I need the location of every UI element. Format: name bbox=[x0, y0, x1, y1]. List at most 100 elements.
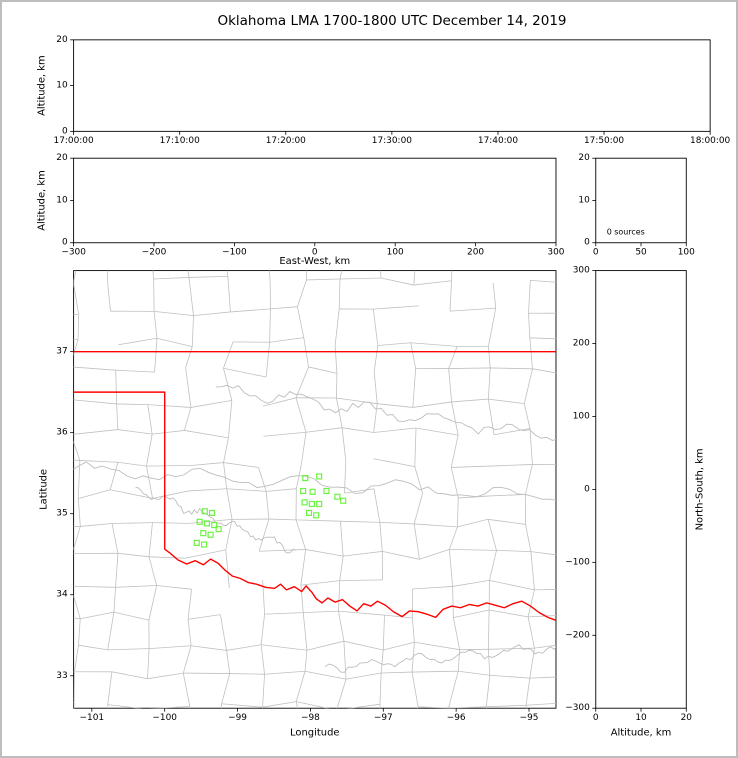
rivers bbox=[73, 384, 556, 673]
altitude-histogram-ytick-label: 10 bbox=[578, 195, 590, 205]
county-line bbox=[488, 308, 497, 347]
county-line bbox=[263, 431, 307, 437]
county-line bbox=[418, 706, 449, 709]
plan-view-ylabel: Latitude bbox=[38, 469, 49, 510]
county-line bbox=[525, 524, 532, 552]
county-line bbox=[295, 464, 302, 489]
county-line bbox=[306, 640, 345, 651]
county-line bbox=[414, 523, 458, 528]
county-line bbox=[410, 342, 458, 347]
county-line bbox=[265, 491, 270, 520]
county-line bbox=[225, 519, 233, 550]
state-border bbox=[73, 350, 556, 622]
county-line bbox=[152, 522, 189, 524]
source-point bbox=[300, 487, 307, 495]
county-line bbox=[373, 305, 419, 310]
county-line bbox=[188, 518, 233, 524]
county-line bbox=[111, 671, 148, 680]
county-line bbox=[188, 275, 228, 278]
county-line bbox=[262, 707, 264, 709]
county-line bbox=[525, 678, 531, 706]
county-line bbox=[223, 462, 259, 468]
county-line bbox=[189, 706, 191, 709]
county-line bbox=[35, 583, 41, 612]
county-line bbox=[452, 580, 490, 587]
river-line bbox=[73, 461, 556, 501]
county-line bbox=[185, 549, 226, 559]
county-line bbox=[73, 585, 116, 588]
county-line bbox=[448, 367, 491, 369]
county-line bbox=[113, 587, 116, 613]
county-line bbox=[448, 526, 458, 550]
county-line bbox=[300, 432, 307, 465]
time-height-ytick-label: 10 bbox=[56, 81, 68, 91]
source-point bbox=[340, 497, 347, 504]
county-line bbox=[527, 616, 535, 649]
north-south-ytick-label: 0 bbox=[584, 484, 590, 494]
county-line bbox=[450, 307, 496, 312]
east-west-xtick-label: 200 bbox=[467, 247, 484, 257]
map-content bbox=[35, 249, 609, 740]
county-line bbox=[115, 369, 155, 373]
county-line bbox=[187, 589, 192, 620]
county-line bbox=[487, 367, 491, 400]
county-line bbox=[187, 619, 192, 646]
county-line bbox=[343, 550, 383, 557]
source-point bbox=[203, 520, 211, 527]
county-line bbox=[227, 276, 231, 312]
county-line bbox=[270, 306, 298, 310]
time-height-xtick-label: 17:00:00 bbox=[54, 136, 94, 146]
plan-view-ytick-label: 37 bbox=[56, 347, 67, 357]
altitude-histogram-ytick-label: 0 bbox=[584, 238, 590, 248]
county-line bbox=[111, 522, 153, 524]
county-line bbox=[269, 270, 271, 284]
county-line bbox=[572, 251, 608, 252]
county-line bbox=[334, 308, 340, 346]
county-line bbox=[340, 521, 344, 557]
county-line bbox=[380, 270, 382, 279]
county-line bbox=[153, 277, 189, 280]
county-line bbox=[415, 427, 459, 436]
county-line bbox=[147, 404, 153, 435]
county-line bbox=[70, 400, 71, 435]
county-line bbox=[37, 703, 38, 733]
county-line bbox=[156, 585, 192, 590]
county-line bbox=[525, 702, 556, 706]
county-line bbox=[147, 648, 150, 679]
county-line bbox=[340, 520, 380, 523]
county-line bbox=[448, 549, 454, 587]
county-line bbox=[191, 736, 221, 740]
county-line bbox=[152, 430, 185, 435]
county-line bbox=[451, 401, 459, 436]
county-line bbox=[266, 488, 297, 492]
county-line bbox=[107, 671, 113, 705]
county-line bbox=[373, 458, 415, 467]
county-line bbox=[382, 550, 420, 560]
county-line bbox=[601, 277, 606, 316]
time-height-ytick-label: 0 bbox=[62, 126, 68, 136]
county-boundaries bbox=[35, 249, 609, 740]
county-line bbox=[487, 494, 526, 497]
county-line bbox=[345, 672, 382, 680]
altitude-histogram-xtick-label: 0 bbox=[593, 247, 599, 257]
east-west-ytick-label: 10 bbox=[56, 195, 68, 205]
county-line bbox=[147, 672, 184, 680]
county-line bbox=[412, 401, 452, 408]
county-line bbox=[495, 249, 531, 254]
county-line bbox=[73, 459, 80, 461]
county-line bbox=[604, 549, 605, 585]
county-line bbox=[295, 671, 306, 702]
county-line bbox=[528, 280, 531, 314]
plan-view-xtick-label: −96 bbox=[447, 713, 466, 723]
county-line bbox=[412, 586, 453, 590]
county-line bbox=[228, 400, 233, 438]
county-line bbox=[264, 670, 306, 675]
source-point bbox=[215, 526, 222, 533]
source-point bbox=[309, 488, 316, 495]
county-line bbox=[495, 731, 530, 734]
county-line bbox=[570, 398, 609, 405]
county-line bbox=[115, 370, 118, 404]
source-point bbox=[323, 487, 330, 495]
county-line bbox=[230, 308, 271, 313]
county-line bbox=[450, 467, 459, 499]
